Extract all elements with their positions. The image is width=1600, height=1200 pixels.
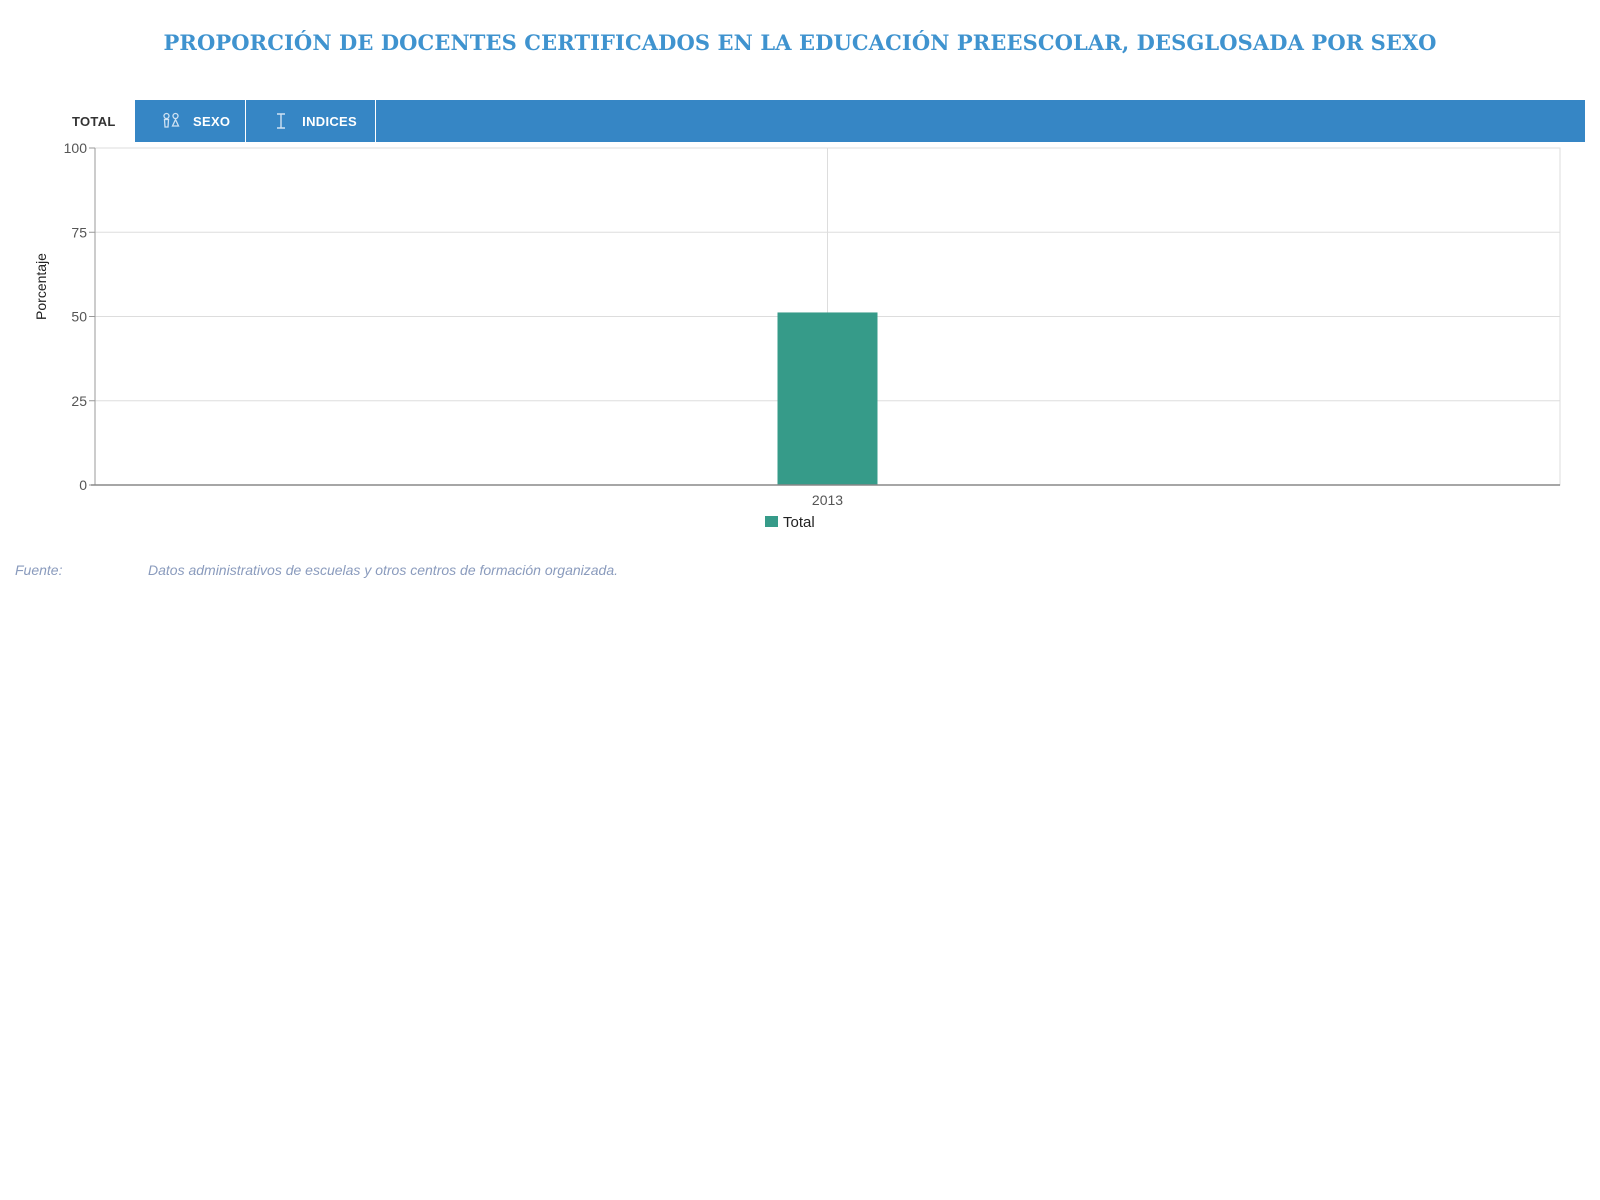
y-tick-label: 100 bbox=[64, 142, 88, 156]
y-axis-label: Porcentaje bbox=[33, 253, 49, 320]
tab-sexo-label: SEXO bbox=[193, 113, 231, 129]
tab-total-label: TOTAL bbox=[72, 113, 116, 129]
y-tick-label: 0 bbox=[79, 477, 87, 493]
tab-indices-label: INDICES bbox=[302, 113, 357, 129]
tab-total[interactable]: TOTAL bbox=[55, 100, 135, 142]
x-tick-label: 2013 bbox=[812, 492, 843, 508]
tab-indices[interactable]: INDICES bbox=[246, 100, 376, 142]
y-tick-label: 25 bbox=[71, 393, 87, 409]
tab-sexo[interactable]: SEXO bbox=[135, 100, 246, 142]
y-tick-label: 50 bbox=[71, 309, 87, 325]
y-tick-label: 75 bbox=[71, 224, 87, 240]
index-icon bbox=[272, 112, 290, 130]
source-label: Fuente: bbox=[15, 562, 63, 578]
source-note: Fuente: Datos administrativos de escuela… bbox=[15, 562, 618, 578]
page-title: PROPORCIÓN DE DOCENTES CERTIFICADOS EN L… bbox=[163, 30, 1437, 55]
source-text: Datos administrativos de escuelas y otro… bbox=[148, 562, 619, 578]
legend-swatch bbox=[765, 516, 778, 527]
bar-2013 bbox=[777, 312, 878, 485]
tab-bar: TOTAL SEXO INDICES bbox=[55, 100, 1585, 142]
bar-chart: 0 25 50 75 100 2013 Porcentaje Total bbox=[33, 142, 1561, 531]
legend-label: Total bbox=[783, 514, 815, 531]
gender-icon bbox=[161, 112, 181, 130]
